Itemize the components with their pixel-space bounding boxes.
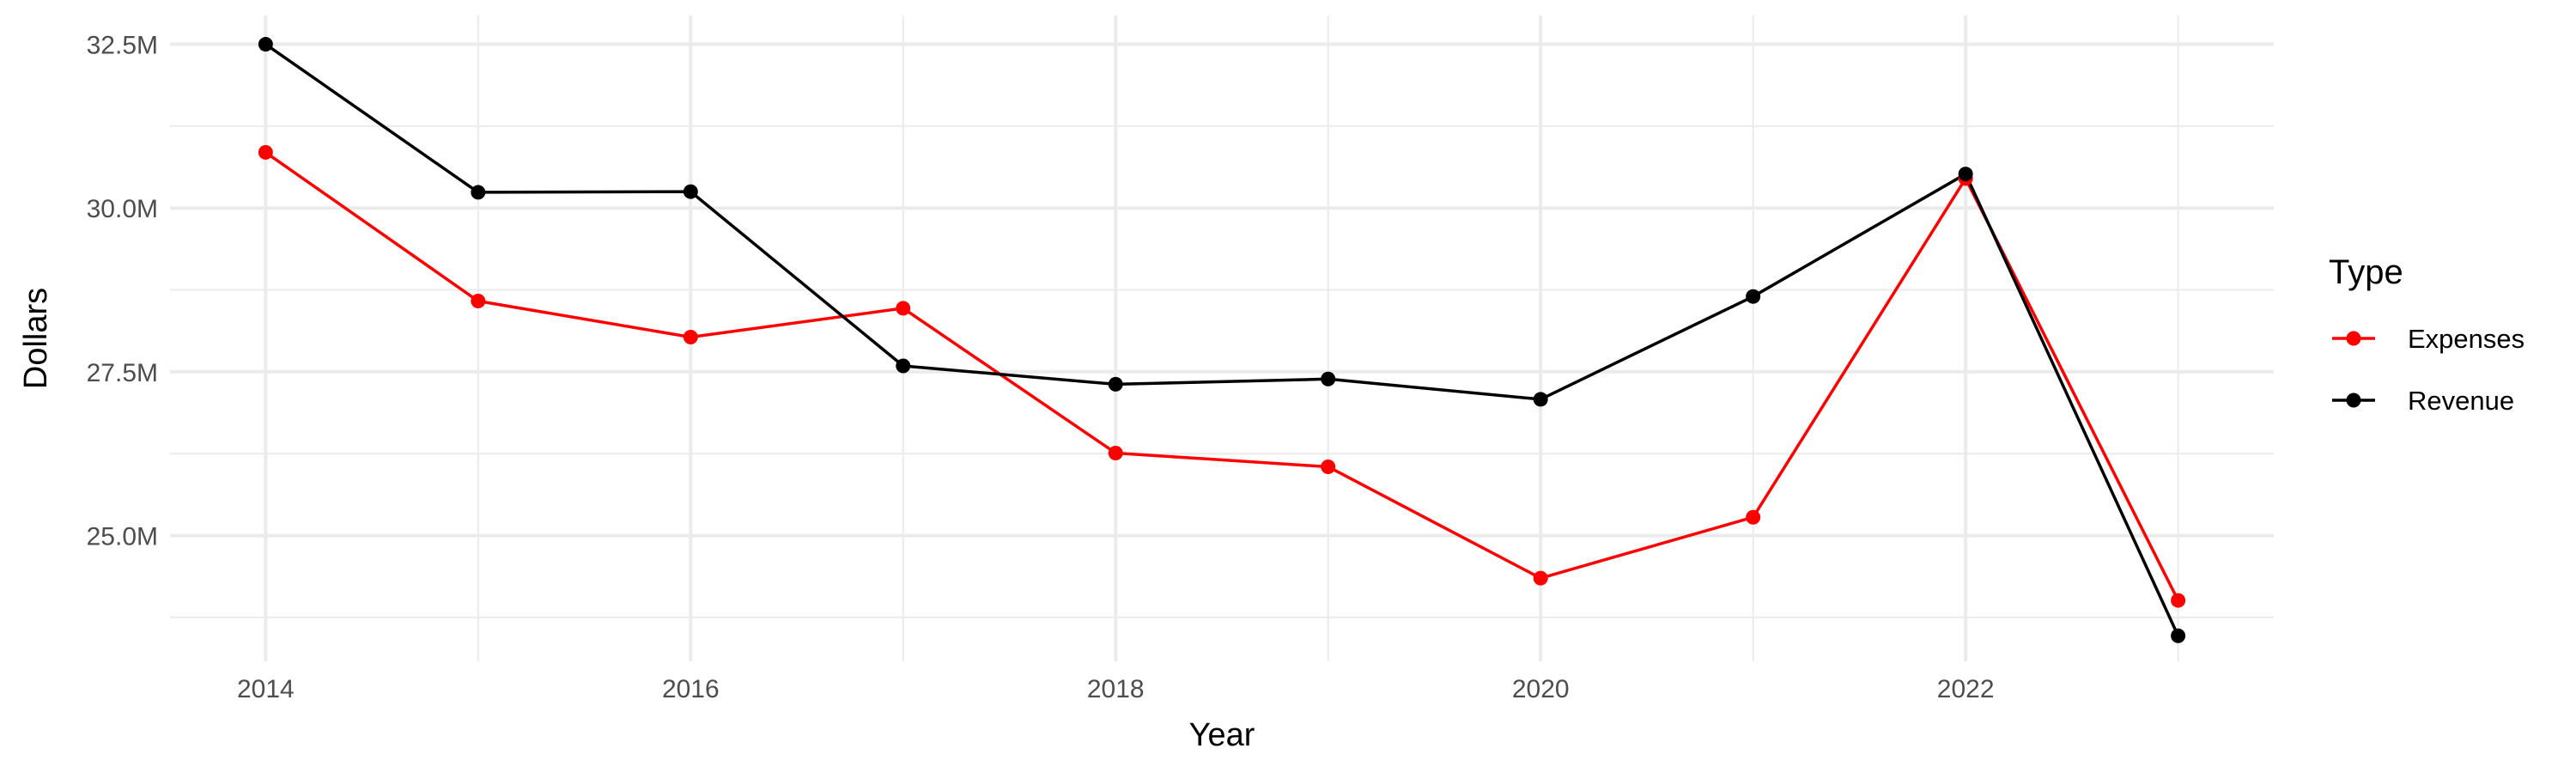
legend-revenue-label: Revenue [2408,386,2514,416]
x-tick-label: 2016 [662,675,720,703]
gridlines [170,15,2274,661]
legend-title: Type [2329,253,2403,291]
revenue-point [1958,167,1973,182]
expenses-point [258,144,273,160]
legend-revenue-marker [2346,393,2361,408]
revenue-point [258,37,273,52]
expenses-point [1533,570,1548,586]
revenue-point [471,185,486,200]
revenue-point [1533,392,1548,407]
x-tick-label: 2018 [1087,675,1145,703]
y-tick-label: 32.5M [87,32,158,60]
axes: 2014 2016 2018 2020 2022 25.0M 27.5M 30.0M 32.5M… [18,32,1995,753]
revenue-point [896,358,911,374]
expenses-point [896,301,911,316]
x-tick-label: 2020 [1512,675,1570,703]
legend-expenses-marker [2346,331,2361,346]
revenue-point [1321,371,1336,386]
legend: Type Expenses Revenue [2329,253,2524,416]
expenses-line [264,150,2180,601]
y-tick-label: 30.0M [87,195,158,223]
expenses-point [1321,459,1336,474]
expenses-point [1746,509,1761,525]
x-axis-title: Year [1189,717,1255,753]
expenses-point [2171,593,2186,608]
revenue-line [264,43,2180,636]
y-tick-label: 27.5M [87,359,158,387]
y-tick-label: 25.0M [87,523,158,551]
revenue-point [1746,289,1761,304]
expenses-point [471,294,486,309]
x-tick-label: 2022 [1937,675,1995,703]
data-series [258,37,2186,643]
revenue-point [1108,376,1123,392]
legend-expenses-label: Expenses [2408,324,2524,354]
expenses-point [1108,445,1123,460]
x-tick-label: 2014 [237,675,295,703]
revenue-point [2171,628,2186,643]
revenue-point [683,184,698,199]
y-axis-title: Dollars [18,288,54,389]
expenses-point [683,329,698,344]
